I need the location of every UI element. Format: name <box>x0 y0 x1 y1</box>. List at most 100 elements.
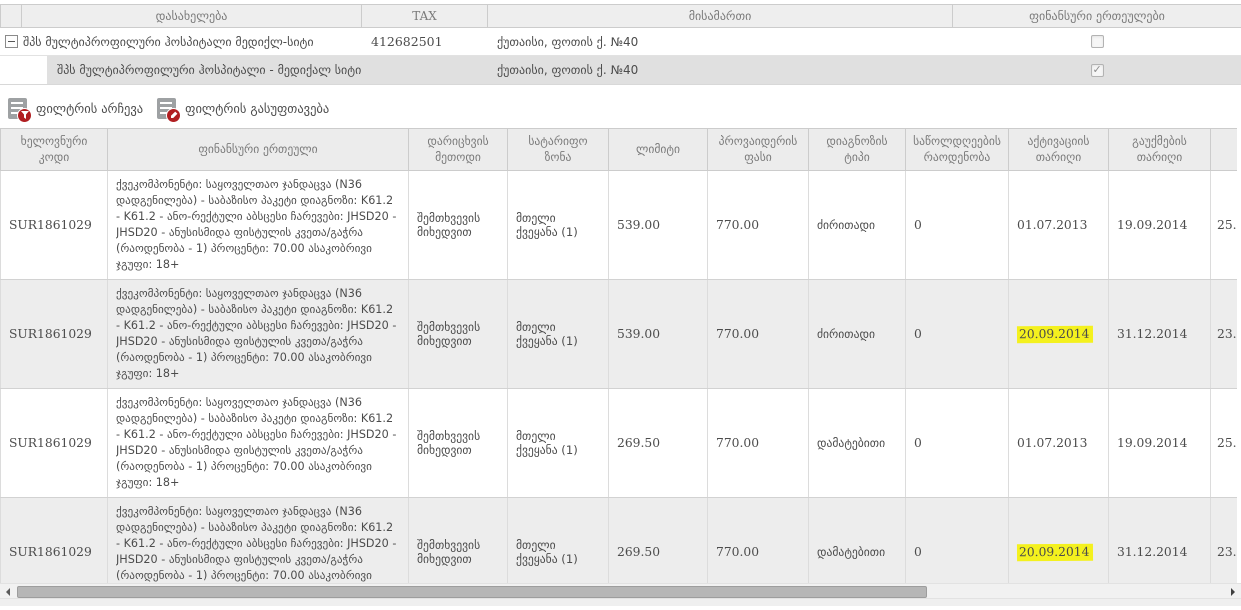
cell-truncated: 25.0 <box>1210 388 1237 498</box>
grid-row[interactable]: SUR1861029 ქვეკომპონენტი: საყოველთაო ჯან… <box>0 170 1237 280</box>
col-header-code: ხელოვნური კოდი <box>0 128 108 171</box>
document-clear-icon <box>157 97 182 123</box>
collapse-icon[interactable] <box>4 35 18 48</box>
col-header-provider-price: პროვაიდერის ფასი <box>707 128 809 171</box>
organization-table: დასახელება TAX მისამართი ფინანსური ერთეუ… <box>0 4 1241 85</box>
org-child-name: შპს მულტიპროფილური ჰოსპიტალი - მედიქალ ს… <box>57 63 362 77</box>
cell-activation-date: 01.07.2013 <box>1008 388 1109 498</box>
fin-units-checkbox[interactable] <box>1090 35 1104 48</box>
fin-units-checkbox[interactable] <box>1090 63 1104 77</box>
filter-bar: ფილტრის არჩევა ფილტრის გასუფთავება <box>8 94 1241 123</box>
cell-truncated: 23.0 <box>1210 497 1237 583</box>
cell-limit: 269.50 <box>608 497 708 583</box>
org-row-expander-cell <box>0 35 22 48</box>
cell-cancellation-date: 31.12.2014 <box>1108 497 1211 583</box>
activation-date-value: 01.07.2013 <box>1017 436 1088 450</box>
col-header-fin-unit: ფინანსური ერთეული <box>107 128 409 171</box>
scroll-left-arrow-icon[interactable] <box>6 588 10 596</box>
grid-header-row: ხელოვნური კოდი ფინანსური ერთეული დარიცხვ… <box>0 128 1237 171</box>
cell-accrual-method: შემთხვევის მიხედვით <box>408 497 508 583</box>
org-row-parent[interactable]: შპს მულტიპროფილური ჰოსპიტალი მედიქლ-სიტი… <box>0 28 1241 56</box>
services-grid: ხელოვნური კოდი ფინანსური ერთეული დარიცხვ… <box>0 128 1237 583</box>
bottom-strip <box>0 599 1241 606</box>
org-name: შპს მულტიპროფილური ჰოსპიტალი მედიქლ-სიტი <box>23 34 314 49</box>
cell-fin-unit: ქვეკომპონენტი: საყოველთაო ჯანდაცვა (N36 … <box>107 388 409 498</box>
cell-provider-price: 770.00 <box>707 279 809 389</box>
cell-truncated: 25.0 <box>1210 170 1237 280</box>
clear-pencil-icon <box>166 107 182 123</box>
cell-code: SUR1861029 <box>0 279 108 389</box>
cell-diagnosis-type: ძირითადი <box>808 279 906 389</box>
col-header-limit: ლიმიტი <box>608 128 708 171</box>
filter-select-button[interactable]: ფილტრის არჩევა <box>8 97 144 123</box>
col-header-tariff-zone: სატარიფო ზონა <box>507 128 609 171</box>
cell-code: SUR1861029 <box>0 497 108 583</box>
grid-row[interactable]: SUR1861029 ქვეკომპონენტი: საყოველთაო ჯან… <box>0 497 1237 583</box>
tree-indent <box>0 56 47 84</box>
cell-fin-unit: ქვეკომპონენტი: საყოველთაო ჯანდაცვა (N36 … <box>107 170 409 280</box>
cell-tariff-zone: მთელი ქვეყანა (1) <box>507 279 609 389</box>
org-tax-id: 412682501 <box>371 34 443 49</box>
cell-activation-date: 20.09.2014 <box>1008 497 1109 583</box>
cell-fin-unit: ქვეკომპონენტი: საყოველთაო ჯანდაცვა (N36 … <box>107 279 409 389</box>
org-header-address: მისამართი <box>488 5 953 27</box>
cell-fin-unit: ქვეკომპონენტი: საყოველთაო ჯანდაცვა (N36 … <box>107 497 409 583</box>
cell-diagnosis-type: დამატებითი <box>808 497 906 583</box>
cell-limit: 539.00 <box>608 279 708 389</box>
org-header-tax: TAX <box>362 5 488 27</box>
cell-provider-price: 770.00 <box>707 497 809 583</box>
activation-date-value: 01.07.2013 <box>1017 218 1088 232</box>
cell-activation-date: 01.07.2013 <box>1008 170 1109 280</box>
cell-truncated: 23.0 <box>1210 279 1237 389</box>
horizontal-scrollbar[interactable] <box>0 583 1241 599</box>
org-header-expander-cell <box>0 5 22 27</box>
org-child-row-body: შპს მულტიპროფილური ჰოსპიტალი - მედიქალ ს… <box>47 56 1241 84</box>
activation-date-highlighted: 20.09.2014 <box>1016 325 1094 343</box>
filter-select-label: ფილტრის არჩევა <box>36 100 144 116</box>
filter-funnel-icon <box>17 107 32 123</box>
grid-row[interactable]: SUR1861029 ქვეკომპონენტი: საყოველთაო ჯან… <box>0 388 1237 498</box>
cell-diagnosis-type: ძირითადი <box>808 170 906 280</box>
col-header-bed-days: საწოლდღეების რაოდენობა <box>905 128 1009 171</box>
cell-accrual-method: შემთხვევის მიხედვით <box>408 170 508 280</box>
filter-clear-button[interactable]: ფილტრის გასუფთავება <box>157 97 330 123</box>
cell-cancellation-date: 19.09.2014 <box>1108 388 1211 498</box>
col-header-accrual-method: დარიცხვის მეთოდი <box>408 128 508 171</box>
services-grid-viewport: ხელოვნური კოდი ფინანსური ერთეული დარიცხვ… <box>0 128 1237 583</box>
cell-bed-days: 0 <box>905 279 1009 389</box>
org-child-fin-units-cell <box>953 63 1241 77</box>
org-address: ქუთაისი, ფოთის ქ. №40 <box>497 34 639 49</box>
cell-diagnosis-type: დამატებითი <box>808 388 906 498</box>
org-row-child[interactable]: შპს მულტიპროფილური ჰოსპიტალი - მედიქალ ს… <box>0 56 1241 85</box>
cell-tariff-zone: მთელი ქვეყანა (1) <box>507 497 609 583</box>
grid-row[interactable]: SUR1861029 ქვეკომპონენტი: საყოველთაო ჯან… <box>0 279 1237 389</box>
col-header-truncated: რ <box>1210 128 1237 171</box>
cell-accrual-method: შემთხვევის მიხედვით <box>408 279 508 389</box>
cell-bed-days: 0 <box>905 170 1009 280</box>
cell-code: SUR1861029 <box>0 170 108 280</box>
org-child-address: ქუთაისი, ფოთის ქ. №40 <box>497 63 639 77</box>
cell-bed-days: 0 <box>905 497 1009 583</box>
cell-limit: 539.00 <box>608 170 708 280</box>
organization-table-header: დასახელება TAX მისამართი ფინანსური ერთეუ… <box>0 4 1241 28</box>
org-header-name: დასახელება <box>22 5 362 27</box>
cell-provider-price: 770.00 <box>707 388 809 498</box>
col-header-activation-date: აქტივაციის თარიღი <box>1008 128 1109 171</box>
org-fin-units-cell <box>953 35 1241 48</box>
col-header-diagnosis-type: დიაგნოზის ტიპი <box>808 128 906 171</box>
cell-provider-price: 770.00 <box>707 170 809 280</box>
cell-cancellation-date: 19.09.2014 <box>1108 170 1211 280</box>
cell-tariff-zone: მთელი ქვეყანა (1) <box>507 170 609 280</box>
cell-tariff-zone: მთელი ქვეყანა (1) <box>507 388 609 498</box>
scrollbar-thumb[interactable] <box>17 586 927 598</box>
cell-code: SUR1861029 <box>0 388 108 498</box>
document-filter-icon <box>8 97 32 123</box>
col-header-cancellation-date: გაუქმების თარიღი <box>1108 128 1211 171</box>
filter-clear-label: ფილტრის გასუფთავება <box>185 100 330 116</box>
cell-accrual-method: შემთხვევის მიხედვით <box>408 388 508 498</box>
cell-bed-days: 0 <box>905 388 1009 498</box>
activation-date-highlighted: 20.09.2014 <box>1016 543 1094 561</box>
org-header-fin-units: ფინანსური ერთეულები <box>1029 9 1165 23</box>
scroll-right-arrow-icon[interactable] <box>1231 588 1235 596</box>
cell-activation-date: 20.09.2014 <box>1008 279 1109 389</box>
